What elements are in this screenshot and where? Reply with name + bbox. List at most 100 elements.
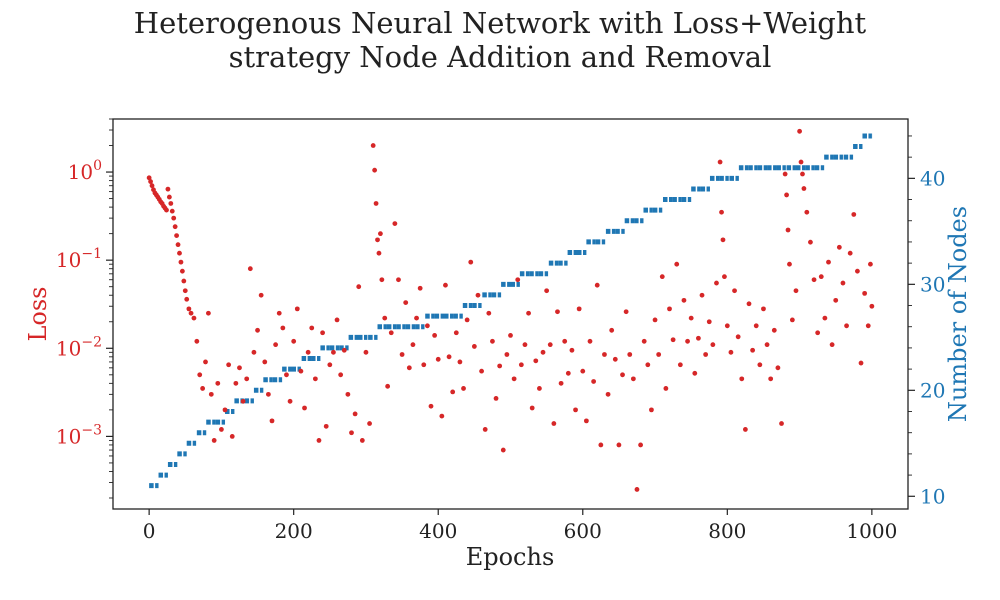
loss-point	[406, 365, 412, 371]
loss-point	[399, 352, 405, 357]
loss-point	[370, 143, 376, 148]
right-y-tick-label: 20	[920, 378, 945, 402]
right-y-axis: 10 20 30 40	[908, 135, 945, 508]
loss-point	[573, 407, 578, 413]
chart-title-line-1: Heterogenous Neural Network with Loss+We…	[133, 6, 867, 40]
loss-point	[379, 277, 385, 283]
loss-point	[421, 362, 427, 368]
loss-point	[164, 207, 169, 213]
chart-title-line-2: strategy Node Addition and Removal	[228, 40, 772, 74]
left-y-axis-label: Loss	[24, 286, 52, 341]
loss-point	[359, 438, 365, 443]
left-y-axis: 100 10−1 10−2 10−3	[56, 118, 113, 499]
loss-point	[414, 315, 419, 321]
right-y-axis-label: Number of Nodes	[944, 206, 972, 422]
loss-point	[367, 421, 372, 426]
loss-point	[417, 285, 423, 291]
chart-title: Heterogenous Neural Network with Loss+We…	[0, 6, 1000, 74]
loss-point	[203, 359, 208, 365]
loss-point	[703, 352, 709, 357]
loss-point	[609, 327, 615, 333]
loss-point	[511, 376, 517, 382]
loss-point	[750, 347, 756, 353]
loss-point	[363, 349, 369, 355]
loss-point	[177, 250, 182, 256]
loss-point	[237, 365, 242, 371]
loss-point	[482, 427, 488, 432]
loss-point	[392, 221, 398, 227]
loss-point	[215, 380, 221, 386]
loss-point	[833, 297, 839, 303]
loss-point	[798, 159, 804, 165]
loss-point	[587, 338, 593, 344]
loss-point	[787, 261, 792, 267]
loss-point	[598, 442, 604, 448]
loss-point	[181, 278, 187, 284]
loss-point	[714, 280, 719, 286]
loss-point	[320, 330, 325, 336]
loss-point	[742, 427, 748, 432]
loss-point	[551, 421, 557, 426]
loss-point	[811, 277, 817, 283]
loss-point	[331, 349, 336, 355]
loss-point	[576, 306, 582, 312]
left-y-tick-label: 100	[68, 158, 102, 184]
loss-point	[446, 354, 452, 360]
loss-point	[443, 282, 448, 288]
loss-point	[146, 175, 152, 181]
loss-point	[244, 376, 250, 382]
loss-point	[327, 362, 333, 368]
loss-point	[753, 323, 759, 329]
loss-point	[280, 325, 286, 331]
loss-point	[341, 347, 347, 353]
loss-point	[229, 434, 235, 439]
loss-point	[544, 288, 550, 294]
loss-point	[428, 403, 434, 409]
right-y-tick-label: 30	[920, 272, 945, 296]
loss-point	[722, 274, 727, 280]
loss-point	[720, 237, 726, 243]
loss-point	[382, 315, 388, 321]
loss-point	[612, 356, 618, 362]
loss-point	[439, 413, 445, 419]
loss-point	[273, 342, 279, 348]
loss-point	[775, 365, 781, 371]
loss-point	[735, 334, 741, 340]
loss-point	[269, 418, 275, 424]
loss-point	[251, 349, 257, 355]
loss-point	[165, 186, 171, 192]
loss-point	[450, 389, 456, 395]
loss-point	[171, 215, 177, 221]
loss-point	[869, 303, 875, 309]
loss-point	[233, 380, 239, 386]
loss-point	[822, 315, 828, 321]
loss-point	[801, 186, 807, 191]
loss-point	[779, 421, 784, 426]
loss-point	[373, 201, 379, 206]
loss-point	[706, 319, 712, 325]
loss-point	[728, 349, 734, 355]
x-tick-label: 1000	[846, 519, 897, 543]
loss-point	[652, 317, 658, 323]
loss-point	[623, 309, 629, 315]
loss-point	[818, 274, 824, 280]
loss-point	[670, 337, 676, 343]
loss-point	[784, 192, 789, 198]
loss-point	[376, 250, 382, 256]
left-y-tick-label: 10−1	[56, 246, 102, 272]
loss-point	[719, 209, 724, 215]
loss-point	[696, 335, 701, 341]
plot-frame	[112, 118, 909, 510]
loss-point	[540, 349, 546, 355]
loss-point	[836, 244, 842, 250]
loss-point	[815, 330, 821, 336]
loss-point	[372, 167, 378, 173]
loss-point	[667, 306, 672, 312]
loss-point	[627, 352, 633, 357]
loss-point	[338, 372, 344, 378]
loss-point	[334, 317, 340, 323]
loss-point	[659, 274, 665, 280]
loss-point	[149, 183, 155, 189]
loss-point	[688, 315, 694, 321]
loss-point	[522, 342, 528, 348]
